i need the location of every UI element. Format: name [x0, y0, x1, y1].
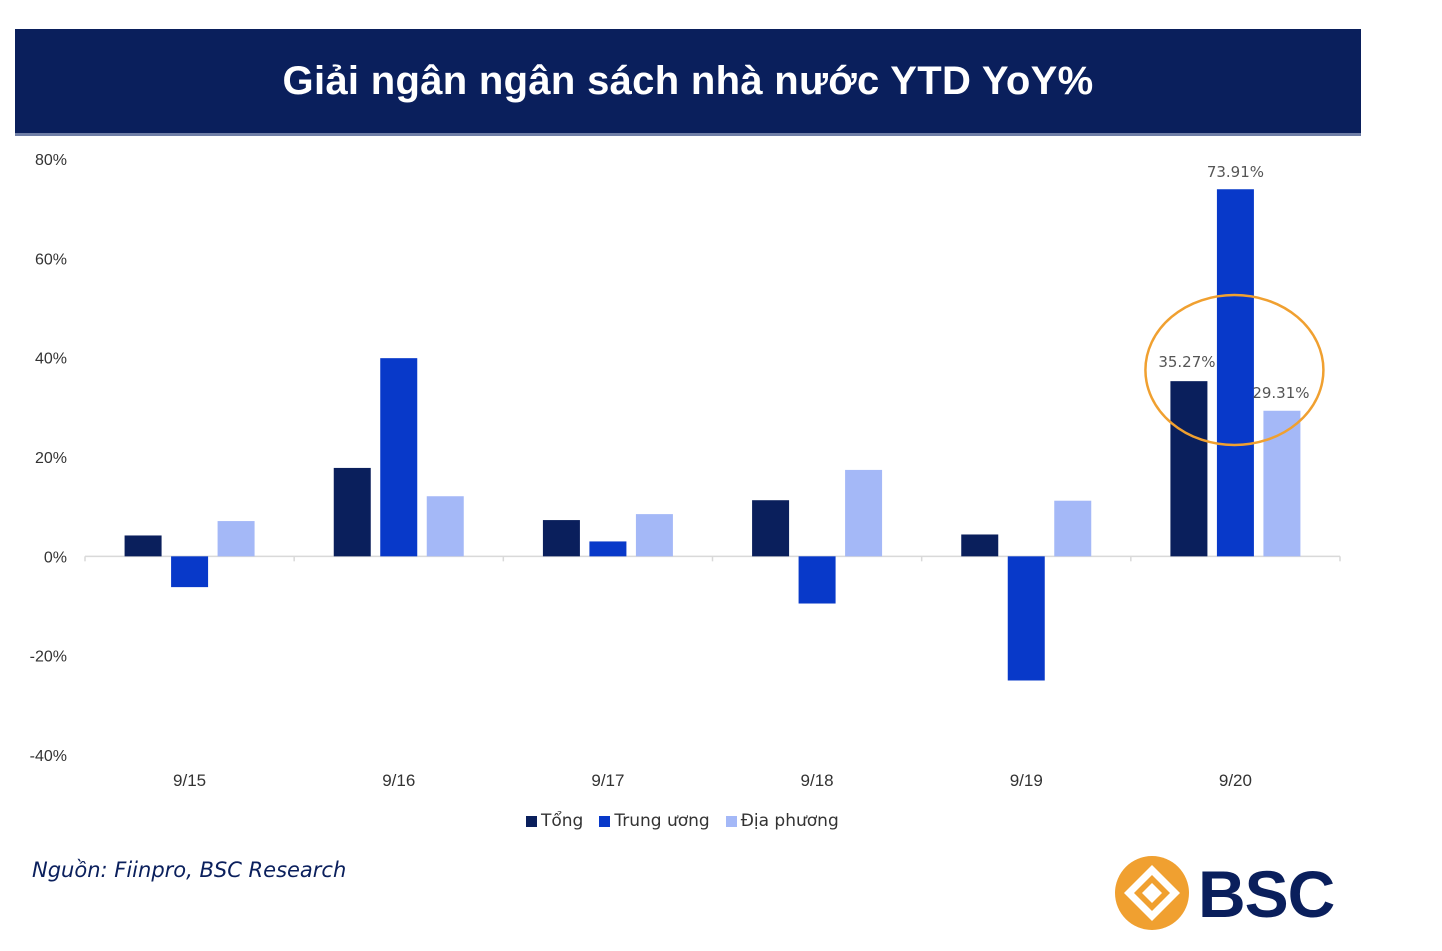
category-label: 9/19	[1010, 771, 1043, 790]
data-label: 73.91%	[1207, 163, 1264, 181]
bar	[1054, 500, 1092, 557]
category-label: 9/16	[382, 771, 415, 790]
legend-swatch-tong	[526, 815, 537, 827]
y-tick-label: 80%	[35, 152, 67, 169]
legend-label-trung-uong: Trung ương	[614, 811, 710, 831]
y-tick-label: 40%	[35, 351, 67, 368]
bsc-logo: BSC	[1115, 856, 1335, 931]
bsc-diamond-logo-icon	[1115, 856, 1189, 930]
highlight-circle	[1144, 293, 1325, 447]
bar	[1007, 556, 1045, 681]
legend-label-tong: Tổng	[541, 811, 584, 831]
bar	[217, 521, 255, 557]
legend-item-dia-phuong: Địa phương	[725, 811, 839, 831]
bar	[124, 535, 162, 557]
bar	[333, 467, 371, 557]
category-label: 9/17	[591, 771, 624, 790]
bar	[171, 556, 209, 588]
bar	[1170, 381, 1208, 557]
legend-item-tong: Tổng	[526, 811, 583, 831]
bar	[752, 500, 790, 557]
y-tick-label: -40%	[30, 748, 67, 765]
data-label: 35.27%	[1158, 353, 1215, 371]
logo-text: BSC	[1198, 857, 1334, 931]
legend-swatch-dia-phuong	[725, 815, 737, 827]
bar	[845, 469, 883, 557]
title-banner: Giải ngân ngân sách nhà nước YTD YoY%	[15, 29, 1361, 136]
data-label: 29.31%	[1252, 384, 1309, 402]
y-tick-label: 0%	[44, 549, 67, 566]
bar	[1216, 189, 1254, 557]
bar	[961, 534, 999, 557]
y-tick-label: 60%	[35, 251, 67, 268]
bar	[589, 541, 627, 557]
bar	[426, 496, 464, 557]
y-tick-label: -20%	[30, 649, 67, 666]
bar	[1263, 410, 1301, 557]
legend-label-dia-phuong: Địa phương	[740, 811, 839, 831]
bar	[380, 358, 418, 557]
legend-item-trung-uong: Trung ương	[599, 811, 710, 831]
category-label: 9/20	[1219, 771, 1252, 790]
category-label: 9/18	[801, 771, 834, 790]
chart-legend: Tổng Trung ương Địa phương	[526, 808, 839, 834]
bar	[635, 514, 673, 557]
y-tick-label: 20%	[35, 450, 67, 467]
bar	[798, 556, 836, 604]
bar	[542, 520, 580, 557]
chart-title: Giải ngân ngân sách nhà nước YTD YoY%	[282, 58, 1094, 103]
legend-swatch-trung-uong	[599, 815, 611, 827]
category-label: 9/15	[173, 771, 206, 790]
source-note: Nguồn: Fiinpro, BSC Research	[32, 858, 347, 882]
